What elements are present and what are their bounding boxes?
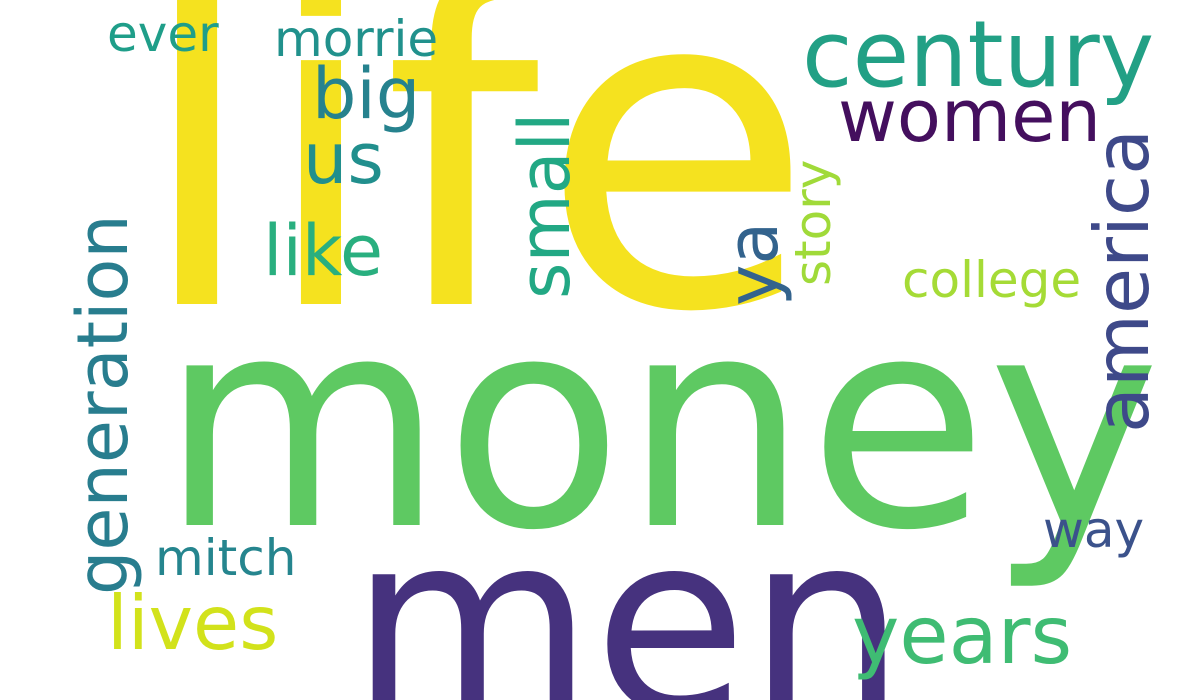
- word-ever: ever: [107, 5, 219, 63]
- word-like: like: [263, 210, 384, 292]
- word-generation: generation: [62, 214, 144, 595]
- word-way: way: [1043, 501, 1145, 559]
- word-ya: ya: [712, 221, 794, 306]
- word-century: century: [802, 1, 1155, 108]
- word-america: america: [1078, 128, 1166, 433]
- word-women: women: [838, 74, 1102, 158]
- word-lives: lives: [107, 579, 279, 667]
- word-small: small: [504, 112, 586, 299]
- word-big: big: [312, 53, 421, 135]
- word-men: men: [350, 479, 906, 700]
- word-college: college: [902, 251, 1082, 309]
- word-us: us: [303, 118, 384, 200]
- word-life: life: [135, 0, 815, 410]
- word-story: story: [784, 159, 842, 286]
- word-money: money: [160, 254, 1161, 594]
- word-morrie: morrie: [274, 10, 439, 68]
- word-mitch: mitch: [155, 529, 297, 587]
- word-years: years: [852, 589, 1073, 682]
